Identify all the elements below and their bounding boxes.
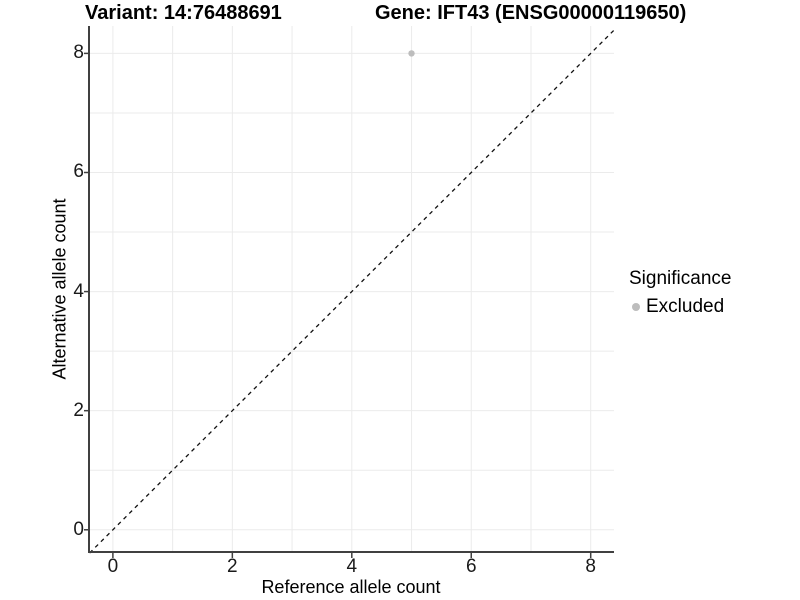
x-tick-label: 2 [227, 556, 238, 577]
x-tick-label: 8 [585, 556, 596, 577]
x-tick-label: 0 [107, 556, 119, 577]
x-tick-label: 6 [465, 556, 477, 577]
plot-title-variant: Variant: 14:76488691 [85, 2, 282, 24]
legend-title: Significance [629, 268, 732, 289]
y-tick-label: 8 [73, 42, 84, 64]
scatter-plot-svg [84, 26, 615, 558]
y-tick-label: 0 [73, 518, 84, 540]
excluded-dot-icon [632, 302, 640, 311]
data-point [408, 50, 415, 57]
legend-item-excluded: Excluded [629, 295, 731, 318]
x-tick-label: 4 [346, 556, 358, 577]
y-tick-label: 6 [73, 161, 84, 183]
plot-title-gene: Gene: IFT43 (ENSG00000119650) [375, 2, 687, 24]
y-tick-label: 4 [73, 280, 84, 302]
x-axis-label: Reference allele count [261, 577, 441, 597]
legend-item-label: Excluded [646, 296, 725, 317]
y-tick-label: 2 [73, 399, 84, 421]
identity-line [89, 29, 615, 554]
legend: Significance Excluded [629, 267, 731, 318]
plot-panel [84, 26, 615, 558]
